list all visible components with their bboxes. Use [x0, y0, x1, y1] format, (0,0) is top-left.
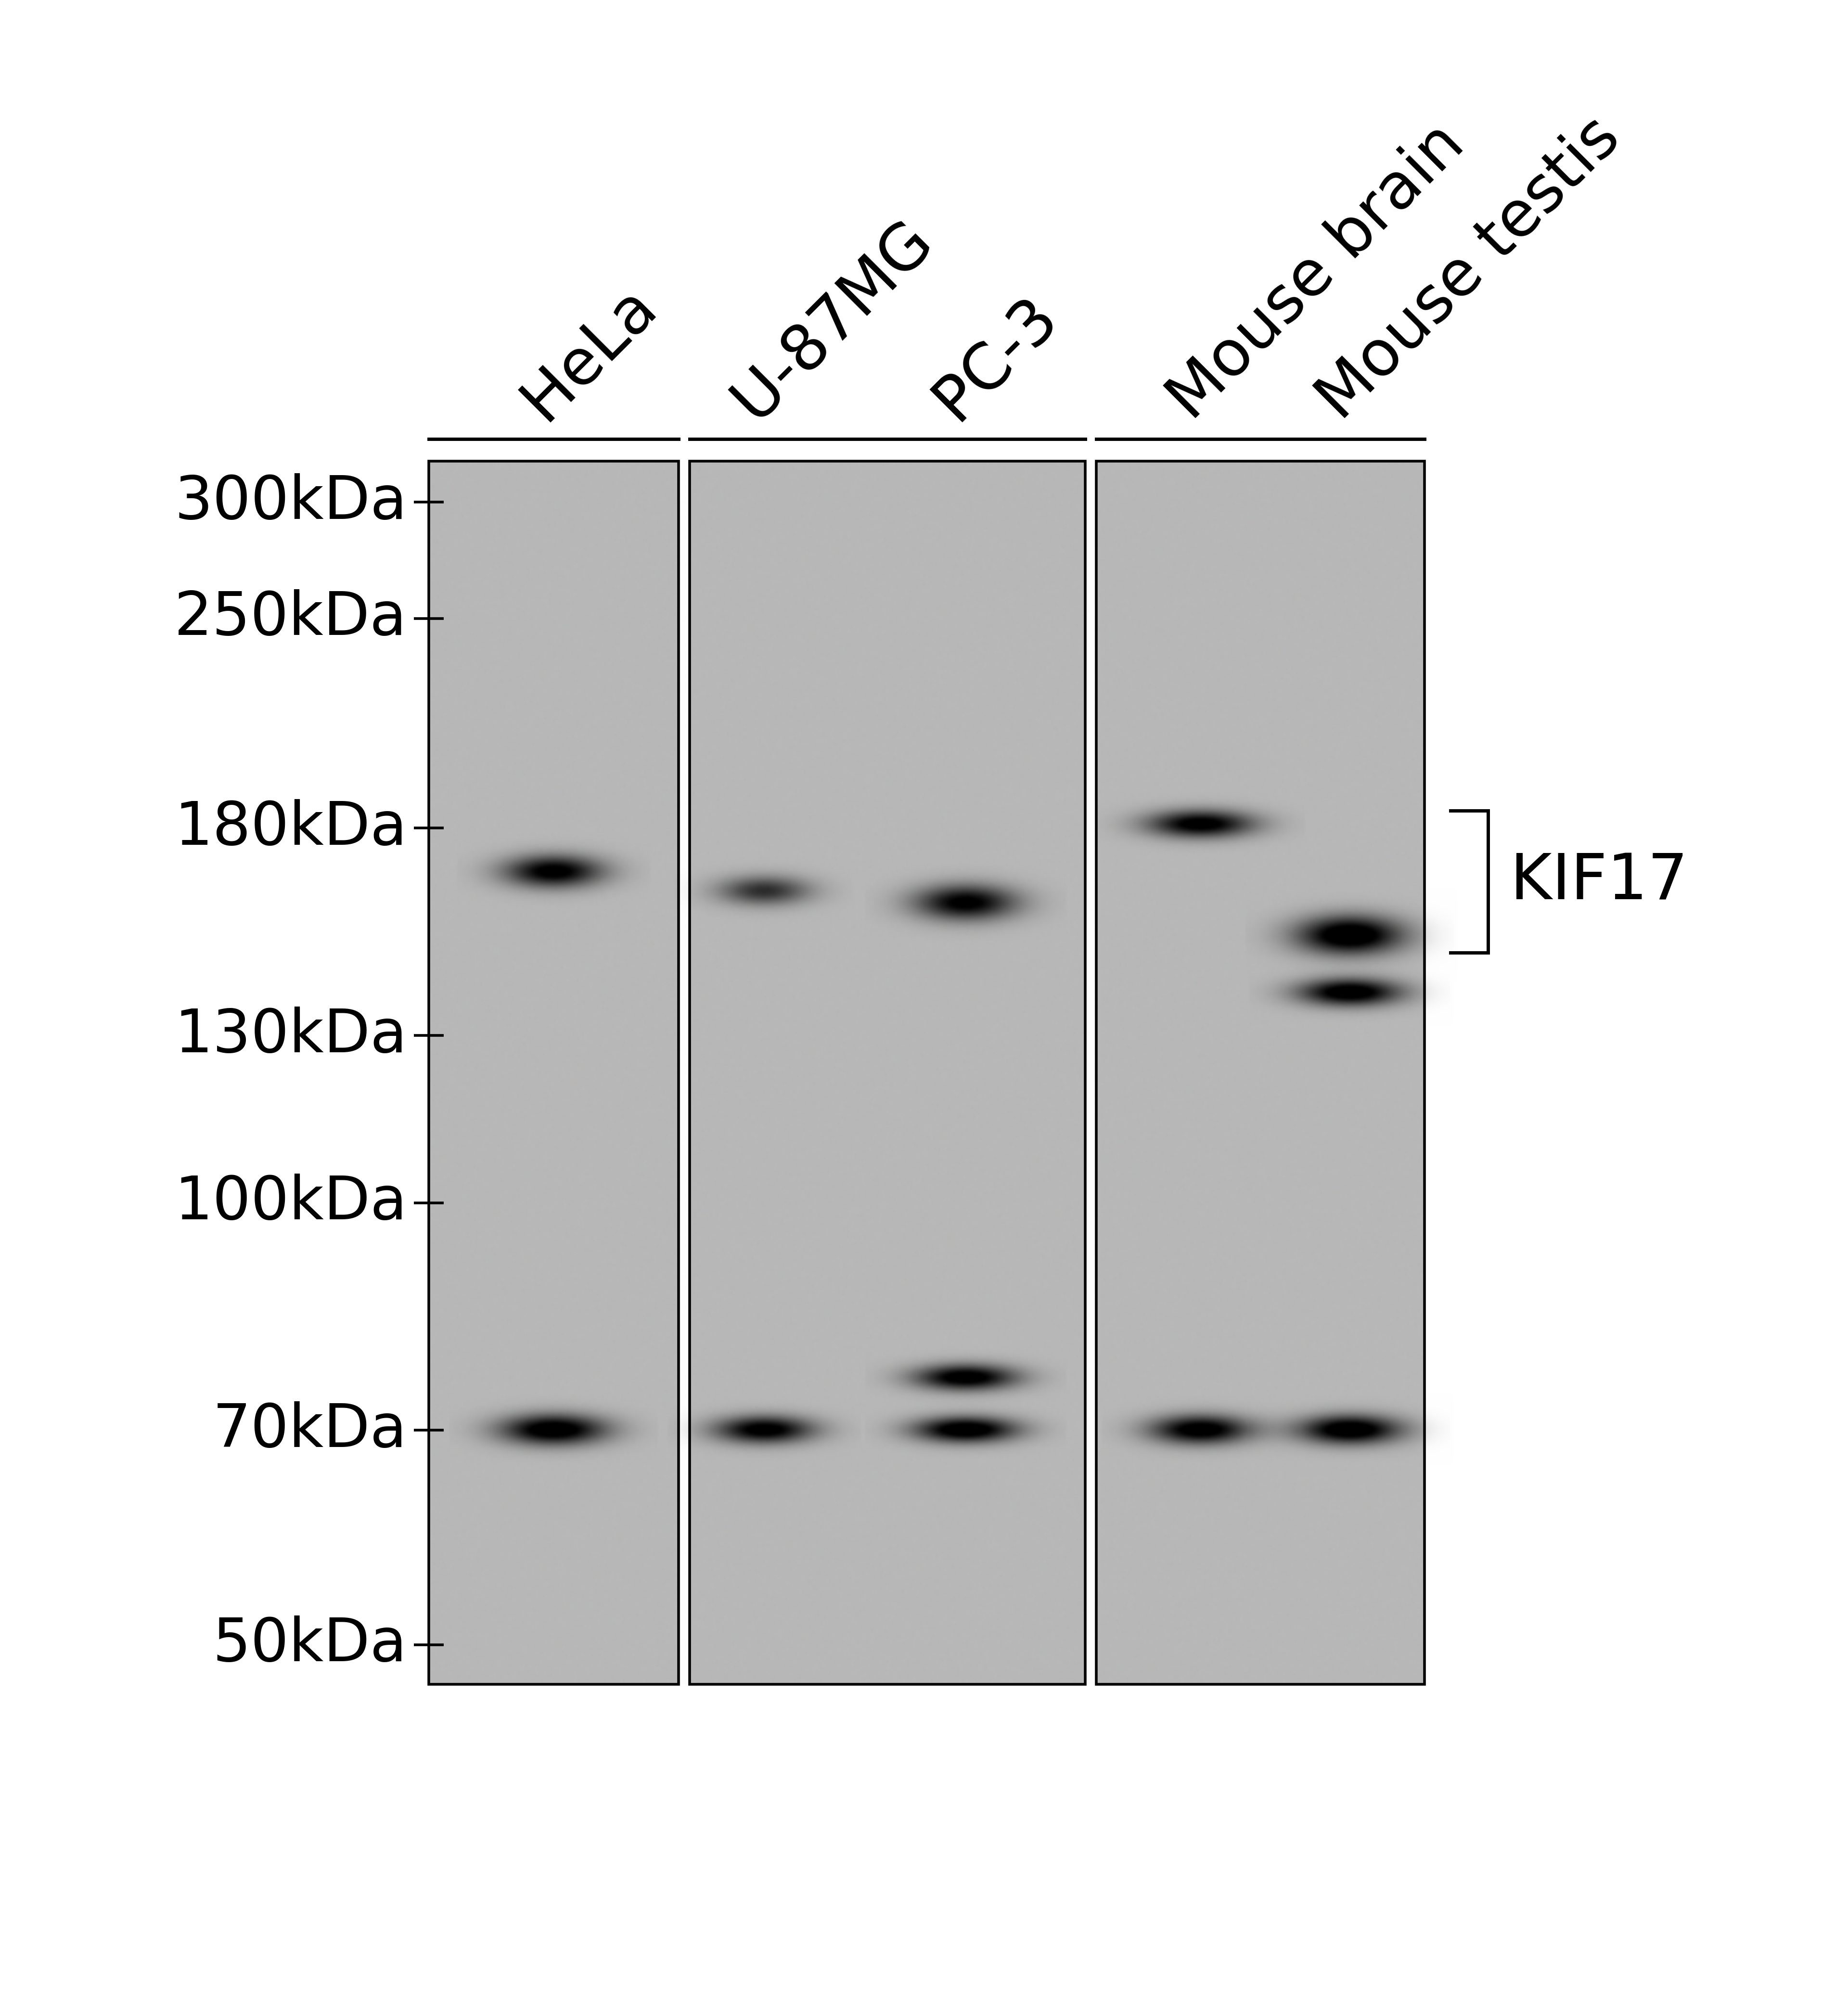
- Bar: [689, 461, 1085, 1685]
- Text: 130kDa: 130kDa: [174, 1006, 407, 1064]
- Text: PC-3: PC-3: [922, 284, 1068, 432]
- Text: Mouse brain: Mouse brain: [1157, 113, 1477, 432]
- Text: KIF17: KIF17: [1510, 851, 1687, 913]
- Text: U-87MG: U-87MG: [721, 209, 944, 432]
- Text: 50kDa: 50kDa: [213, 1615, 407, 1675]
- Text: 300kDa: 300kDa: [174, 473, 407, 531]
- Text: HeLa: HeLa: [510, 274, 667, 432]
- Bar: [1096, 461, 1425, 1685]
- Text: Mouse testis: Mouse testis: [1307, 105, 1632, 432]
- Bar: [429, 461, 678, 1685]
- Text: 70kDa: 70kDa: [213, 1400, 407, 1460]
- Text: 180kDa: 180kDa: [174, 800, 407, 857]
- Text: 100kDa: 100kDa: [174, 1174, 407, 1231]
- Text: 250kDa: 250kDa: [174, 589, 407, 648]
